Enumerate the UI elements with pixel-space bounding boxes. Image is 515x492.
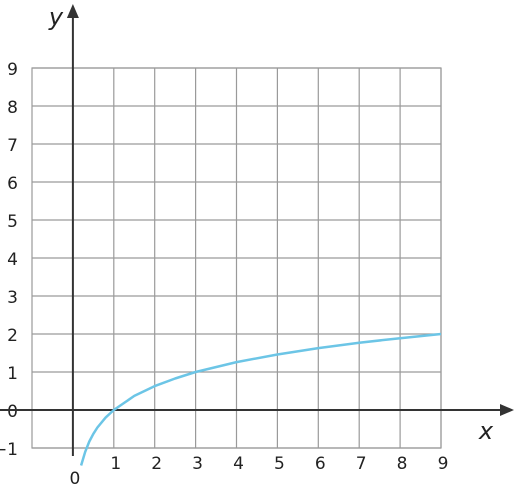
y-tick-label: 0 [7, 402, 18, 422]
x-tick-label: 5 [274, 454, 285, 474]
x-tick-label: 2 [151, 454, 162, 474]
x-tick-label: 1 [110, 454, 121, 474]
y-tick-label: 1 [7, 364, 18, 384]
x-axis-title: x [478, 417, 494, 445]
x-tick-label: 3 [192, 454, 203, 474]
y-axis-arrow [66, 4, 79, 18]
y-tick-label: 6 [7, 174, 18, 194]
y-tick-label: 2 [7, 326, 18, 346]
x-tick-label: 0 [69, 469, 80, 489]
x-axis-arrow [500, 404, 514, 416]
x-tick-label: 9 [438, 454, 449, 474]
y-tick-label: 4 [7, 250, 18, 270]
x-tick-label: 7 [356, 454, 367, 474]
y-tick-label: −1 [0, 440, 18, 460]
y-tick-label: 7 [7, 136, 18, 156]
y-tick-label: 3 [7, 288, 18, 308]
x-tick-label: 6 [315, 454, 326, 474]
y-tick-label: 8 [7, 98, 18, 118]
y-axis-title: y [48, 3, 64, 31]
y-tick-label: 9 [7, 60, 18, 80]
x-tick-label: 8 [397, 454, 408, 474]
line-series [79, 332, 442, 466]
x-tick-label: 4 [233, 454, 244, 474]
y-tick-label: 5 [7, 212, 18, 232]
